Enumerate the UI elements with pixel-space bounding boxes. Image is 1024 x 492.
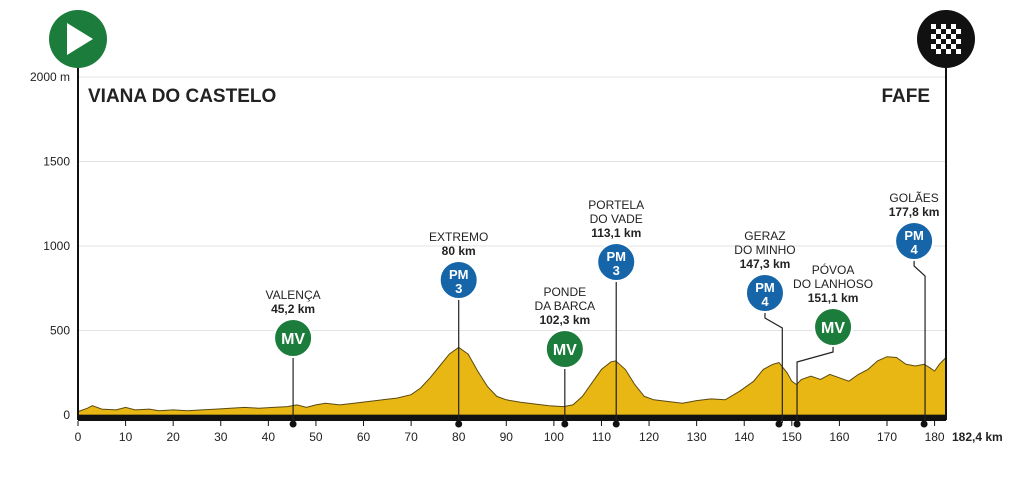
climb-name: DA BARCA — [534, 299, 595, 313]
x-tick-label: 90 — [500, 430, 514, 444]
total-distance-label: 182,4 km — [952, 430, 1003, 444]
checkered-square-icon — [946, 29, 951, 34]
climb-km: 102,3 km — [539, 313, 590, 327]
checkered-square-icon — [956, 39, 961, 44]
elevation-area — [77, 346, 947, 416]
x-tick-label: 120 — [639, 430, 659, 444]
x-tick-label: 30 — [214, 430, 228, 444]
climb-badge-category: PM — [904, 228, 924, 243]
checkered-square-icon — [956, 49, 961, 54]
x-tick-label: 130 — [687, 430, 707, 444]
x-axis-bar — [78, 415, 946, 421]
finish-city-label: FAFE — [881, 86, 930, 107]
climb-km: 45,2 km — [271, 302, 315, 316]
checkered-square-icon — [951, 34, 956, 39]
checkered-square-icon — [941, 34, 946, 39]
climb-badge-text: MV — [821, 320, 845, 337]
climb-badge — [438, 260, 479, 300]
climb-dot — [775, 420, 783, 428]
climb-badge — [894, 221, 935, 261]
elevation-fill — [77, 346, 947, 416]
checkered-square-icon — [946, 39, 951, 44]
climb-badge — [813, 307, 854, 347]
checkered-square-icon — [936, 29, 941, 34]
climb-badge — [744, 273, 785, 313]
start-play-triangle-icon — [67, 23, 93, 55]
x-tick-label: 70 — [404, 430, 418, 444]
climb-badge-category: PM — [449, 267, 469, 282]
checkered-square-icon — [931, 24, 936, 29]
checkered-square-icon — [931, 34, 936, 39]
checkered-square-icon — [951, 24, 956, 29]
climb-name: DO LANHOSO — [793, 277, 873, 291]
x-tick-label: 0 — [75, 430, 82, 444]
checkered-square-icon — [936, 49, 941, 54]
x-axis-ticks: 0 10 20 30 40 50 60 70 80 90 100 110 120 130 140 150 160… — [75, 421, 945, 444]
climb-name: DO MINHO — [734, 243, 795, 257]
climb-name: VALENÇA — [266, 288, 321, 302]
climb-badge-category: PM — [606, 249, 626, 264]
x-tick-label: 50 — [309, 430, 323, 444]
climb-km: 113,1 km — [591, 226, 641, 240]
climb-name: PORTELA — [588, 198, 644, 212]
climb-badge-number: 3 — [613, 263, 620, 278]
climb-dot — [455, 420, 463, 428]
x-tick-label: 170 — [877, 430, 897, 444]
climb-name: PÓVOA — [812, 262, 855, 277]
checkered-square-icon — [936, 39, 941, 44]
grid-lines — [78, 76, 946, 331]
y-tick-label: 1000 — [43, 239, 70, 253]
climb-dot — [289, 420, 297, 428]
x-tick-label: 100 — [544, 430, 564, 444]
checkered-square-icon — [946, 49, 951, 54]
checkered-square-icon — [941, 24, 946, 29]
climb-badge — [273, 318, 314, 358]
climb-badge-text: MV — [281, 331, 305, 348]
climb-km: 151,1 km — [808, 291, 859, 305]
climb-badge-number: 4 — [910, 242, 918, 257]
x-tick-label: 20 — [166, 430, 180, 444]
climb-dot — [920, 420, 928, 428]
climb-km: 80 km — [442, 244, 476, 258]
x-tick-label: 110 — [592, 430, 611, 444]
x-tick-label: 10 — [119, 430, 133, 444]
checkered-square-icon — [951, 44, 956, 49]
y-tick-label: 0 — [63, 408, 70, 422]
climb-name: EXTREMO — [429, 230, 488, 244]
climb-dot — [561, 420, 569, 428]
checkered-square-icon — [956, 29, 961, 34]
x-tick-label: 140 — [734, 430, 754, 444]
y-axis-ticks: 2000 m 1500 1000 500 0 — [30, 70, 70, 422]
climb-km: 177,8 km — [889, 205, 940, 219]
climb-badge-number: 4 — [761, 294, 769, 309]
x-tick-label: 80 — [452, 430, 466, 444]
y-tick-label: 1500 — [43, 155, 70, 169]
climb-badge — [544, 329, 585, 369]
climb-dot — [793, 420, 801, 428]
climb-name: PONDE — [543, 285, 586, 299]
climb-name: GOLÃES — [889, 191, 938, 205]
climb-badge-text: MV — [553, 342, 577, 359]
checkered-square-icon — [931, 44, 936, 49]
y-tick-label: 500 — [50, 324, 70, 338]
x-tick-label: 40 — [262, 430, 276, 444]
climb-badge — [596, 242, 637, 282]
x-tick-label: 160 — [829, 430, 849, 444]
x-tick-label: 150 — [782, 430, 802, 444]
axes — [77, 40, 947, 421]
checkered-square-icon — [941, 44, 946, 49]
y-tick-label: 2000 m — [30, 70, 70, 84]
climb-badge-category: PM — [755, 280, 775, 295]
x-tick-label: 180 — [925, 430, 945, 444]
climb-dot — [612, 420, 620, 428]
start-finish-icons — [49, 10, 975, 68]
x-tick-label: 60 — [357, 430, 371, 444]
climb-badge-number: 3 — [455, 281, 462, 296]
climb-name: GERAZ — [744, 229, 785, 243]
climb-km: 147,3 km — [740, 257, 791, 271]
climb-name: DO VADE — [590, 212, 643, 226]
start-city-label: VIANA DO CASTELO — [88, 86, 276, 107]
